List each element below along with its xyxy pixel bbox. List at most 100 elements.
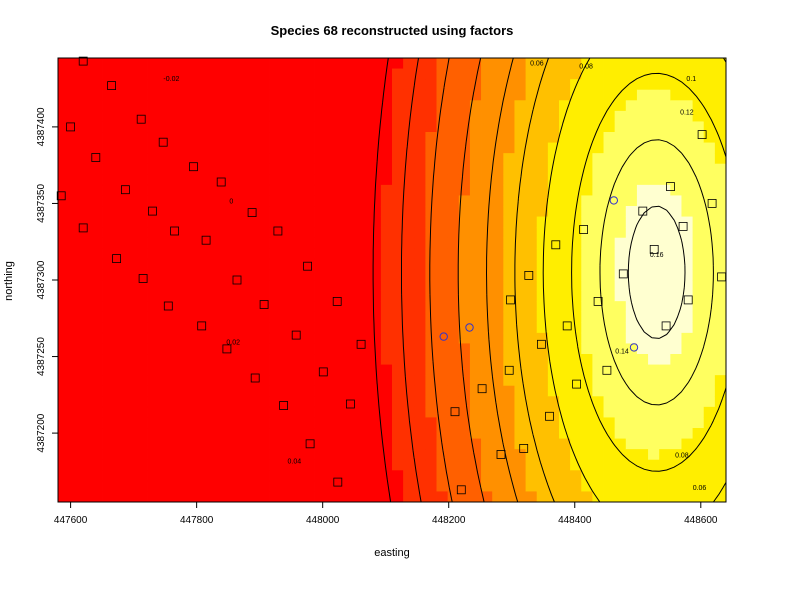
heatmap-cell [269, 142, 282, 154]
heatmap-cell [291, 132, 304, 143]
heatmap-cell [325, 227, 337, 239]
heatmap-cell [603, 237, 616, 249]
heatmap-cell [458, 163, 471, 175]
heatmap-cell [314, 406, 326, 418]
heatmap-cell [525, 406, 538, 418]
heatmap-cell [147, 354, 159, 365]
heatmap-cell [202, 459, 215, 471]
heatmap-cell [380, 216, 393, 228]
heatmap-cell [625, 142, 638, 154]
heatmap-cell [91, 58, 103, 69]
heatmap-cell [536, 153, 549, 165]
heatmap-cell [603, 184, 616, 196]
heatmap-cell [614, 459, 627, 471]
heatmap-cell [703, 322, 716, 334]
heatmap-cell [559, 227, 571, 239]
heatmap-cell [202, 375, 215, 387]
heatmap-cell [347, 406, 359, 418]
heatmap-cell [403, 269, 415, 281]
heatmap-cell [369, 163, 382, 175]
heatmap-cell [469, 184, 482, 196]
heatmap-cell [369, 470, 382, 482]
heatmap-cell [559, 480, 571, 492]
heatmap-cell [280, 491, 293, 503]
heatmap-cell [592, 248, 604, 260]
heatmap-cell [58, 258, 70, 270]
heatmap-cell [336, 121, 348, 133]
heatmap-cell [481, 58, 493, 69]
heatmap-cell [124, 163, 137, 175]
heatmap-cell [514, 491, 526, 503]
heatmap-cell [636, 89, 649, 101]
heatmap-cell [225, 480, 237, 492]
heatmap-cell [336, 385, 348, 397]
heatmap-cell [514, 79, 526, 91]
heatmap-cell [458, 184, 471, 196]
heatmap-cell [659, 269, 671, 281]
heatmap-cell [380, 174, 393, 186]
heatmap-cell [269, 100, 282, 112]
heatmap-cell [592, 142, 604, 154]
heatmap-cell [603, 142, 616, 154]
heatmap-cell [425, 364, 437, 376]
heatmap-cell [614, 470, 627, 482]
heatmap-cell [492, 406, 504, 418]
heatmap-cell [714, 68, 727, 80]
heatmap-cell [91, 375, 103, 387]
heatmap-cell [280, 142, 293, 154]
heatmap-cell [492, 354, 504, 365]
heatmap-cell [514, 153, 526, 165]
heatmap-cell [369, 406, 382, 418]
heatmap-cell [603, 280, 616, 291]
heatmap-cell [124, 354, 137, 365]
heatmap-cell [280, 280, 293, 291]
heatmap-cell [147, 153, 159, 165]
heatmap-cell [258, 89, 270, 101]
heatmap-cell [314, 237, 326, 249]
heatmap-cell [202, 163, 215, 175]
heatmap-cell [392, 132, 404, 143]
heatmap-cell [525, 332, 538, 344]
heatmap-cell [169, 343, 181, 355]
heatmap-cell [514, 459, 526, 471]
heatmap-cell [247, 449, 259, 461]
heatmap-cell [291, 322, 304, 334]
heatmap-cell [369, 311, 382, 323]
heatmap-cell [358, 311, 371, 323]
heatmap-cell [58, 237, 70, 249]
heatmap-cell [570, 248, 582, 260]
heatmap-cell [714, 322, 727, 334]
heatmap-cell [403, 311, 415, 323]
heatmap-cell [659, 142, 671, 154]
heatmap-cell [247, 89, 259, 101]
heatmap-cell [625, 322, 638, 334]
heatmap-cell [692, 396, 705, 408]
heatmap-cell [681, 406, 693, 418]
heatmap-cell [692, 216, 705, 228]
heatmap-cell [692, 206, 705, 217]
heatmap-cell [625, 121, 638, 133]
heatmap-cell [135, 322, 148, 334]
heatmap-cell [670, 174, 682, 186]
heatmap-cell [358, 480, 371, 492]
heatmap-cell [113, 491, 126, 503]
heatmap-cell [347, 195, 359, 207]
heatmap-cell [425, 396, 437, 408]
heatmap-cell [425, 438, 437, 450]
heatmap-cell [302, 385, 315, 397]
heatmap-cell [436, 206, 449, 217]
heatmap-cell [636, 343, 649, 355]
heatmap-cell [180, 68, 192, 80]
heatmap-cell [403, 163, 415, 175]
heatmap-cell [570, 459, 582, 471]
heatmap-cell [213, 258, 226, 270]
heatmap-cell [559, 195, 571, 207]
heatmap-cell [258, 322, 270, 334]
heatmap-cell [525, 68, 538, 80]
heatmap-cell [314, 184, 326, 196]
heatmap-cell [481, 132, 493, 143]
heatmap-cell [670, 428, 682, 439]
heatmap-cell [291, 343, 304, 355]
heatmap-cell [247, 311, 259, 323]
heatmap-cell [69, 100, 81, 112]
